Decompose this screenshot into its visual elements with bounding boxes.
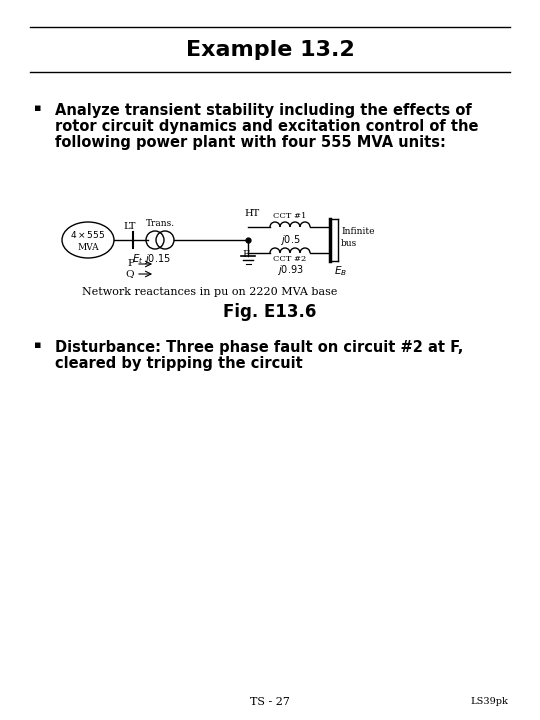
Text: ▪: ▪ (34, 340, 42, 350)
Text: rotor circuit dynamics and excitation control of the: rotor circuit dynamics and excitation co… (55, 119, 478, 134)
Text: CCT #2: CCT #2 (273, 255, 307, 263)
Text: Disturbance: Three phase fault on circuit #2 at F,: Disturbance: Three phase fault on circui… (55, 340, 463, 355)
Text: Network reactances in pu on 2220 MVA base: Network reactances in pu on 2220 MVA bas… (82, 287, 338, 297)
Text: $E_B$: $E_B$ (334, 264, 347, 278)
Text: Infinite: Infinite (341, 228, 375, 236)
Text: LT: LT (124, 222, 136, 231)
Text: TS - 27: TS - 27 (250, 697, 290, 707)
Text: HT: HT (245, 209, 260, 218)
Text: cleared by tripping the circuit: cleared by tripping the circuit (55, 356, 303, 371)
Text: following power plant with four 555 MVA units:: following power plant with four 555 MVA … (55, 135, 446, 150)
Text: CCT #1: CCT #1 (273, 212, 307, 220)
Text: P: P (127, 259, 134, 269)
Text: $j0.93$: $j0.93$ (276, 263, 303, 277)
Text: $j0.15$: $j0.15$ (144, 252, 170, 266)
Text: LS39pk: LS39pk (470, 698, 508, 706)
Text: $E_t$: $E_t$ (132, 252, 144, 266)
Text: MVA: MVA (77, 243, 99, 251)
Text: Analyze transient stability including the effects of: Analyze transient stability including th… (55, 103, 472, 118)
Text: $4\times555$: $4\times555$ (70, 230, 106, 240)
Text: F: F (242, 250, 249, 259)
Text: ▪: ▪ (34, 103, 42, 113)
Text: Trans.: Trans. (145, 219, 174, 228)
Text: Example 13.2: Example 13.2 (186, 40, 354, 60)
Text: Fig. E13.6: Fig. E13.6 (224, 303, 316, 321)
Text: $j0.5$: $j0.5$ (280, 233, 300, 247)
Text: bus: bus (341, 238, 357, 248)
Text: Q: Q (125, 269, 134, 279)
